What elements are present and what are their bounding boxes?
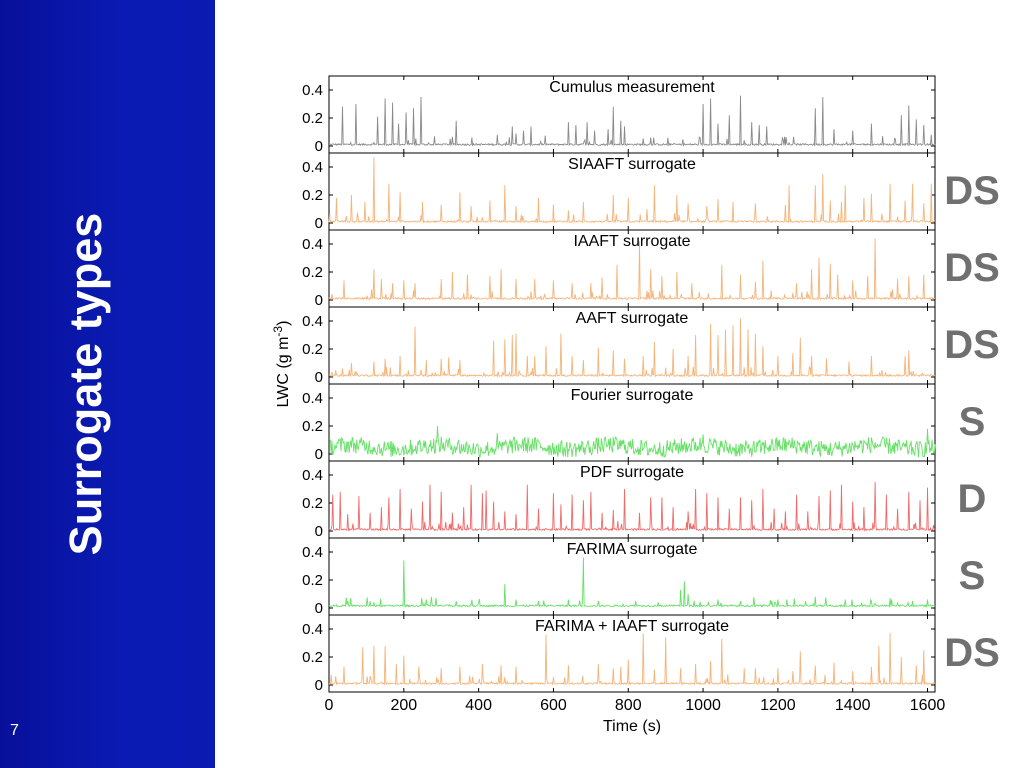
panel-title: IAAFT surrogate: [573, 233, 690, 250]
x-tick-label: 800: [615, 697, 642, 714]
x-tick-label: 0: [325, 697, 334, 714]
class-label: S: [958, 554, 986, 598]
y-tick-label: 0.2: [302, 572, 323, 589]
series-line: [329, 95, 936, 147]
x-tick-label: 400: [465, 697, 492, 714]
y-tick-label: 0.4: [302, 390, 323, 407]
y-tick-label: 0.4: [302, 544, 323, 561]
y-tick-label: 0.2: [302, 110, 323, 127]
series-line: [328, 481, 936, 532]
y-tick-label: 0.2: [302, 649, 323, 666]
y-tick-label: 0.4: [302, 82, 323, 99]
page-number: 7: [10, 722, 19, 739]
x-tick-label: 1400: [835, 697, 871, 714]
x-tick-label: 200: [390, 697, 417, 714]
y-tick-label: 0: [315, 677, 323, 694]
y-tick-label: 0: [315, 600, 323, 617]
class-label: DS: [944, 323, 1000, 367]
series-line: [328, 238, 936, 301]
series-line: [328, 633, 936, 686]
y-tick-label: 0.4: [302, 313, 323, 330]
y-tick-label: 0.2: [302, 187, 323, 204]
panel-title: SIAAFT surrogate: [568, 156, 696, 173]
x-tick-label: 1200: [760, 697, 796, 714]
series-line: [328, 425, 936, 458]
panel-title: AAFT surrogate: [576, 310, 689, 327]
panel-title: PDF surrogate: [580, 464, 684, 481]
series-line: [328, 557, 936, 609]
y-axis-label: LWC (g m-3): [271, 321, 292, 408]
y-tick-label: 0.4: [302, 159, 323, 176]
y-tick-label: 0.2: [302, 341, 323, 358]
panel-frame: [328, 614, 936, 693]
class-label: DS: [944, 246, 1000, 290]
y-tick-label: 0.4: [302, 621, 323, 638]
y-tick-label: 0: [315, 446, 323, 463]
class-label: DS: [944, 631, 1000, 675]
y-tick-label: 0: [315, 138, 323, 155]
series-line: [328, 157, 936, 224]
y-tick-label: 0: [315, 523, 323, 540]
y-tick-label: 0: [315, 215, 323, 232]
series-line: [328, 318, 936, 378]
x-tick-label: 1000: [685, 697, 721, 714]
panel-title: FARIMA + IAAFT surrogate: [535, 618, 729, 635]
x-tick-label: 600: [540, 697, 567, 714]
class-label: D: [957, 477, 987, 521]
y-tick-label: 0: [315, 292, 323, 309]
sidebar: [0, 0, 215, 768]
panel-title: Cumulus measurement: [549, 79, 715, 96]
y-tick-label: 0: [315, 369, 323, 386]
y-tick-label: 0.2: [302, 495, 323, 512]
class-label: S: [958, 400, 986, 444]
panel-title: FARIMA surrogate: [567, 541, 698, 558]
y-tick-label: 0.2: [302, 418, 323, 435]
x-tick-label: 1600: [910, 697, 946, 714]
class-label: DS: [944, 169, 1000, 213]
y-tick-label: 0.2: [302, 264, 323, 281]
y-tick-label: 0.4: [302, 236, 323, 253]
panel-title: Fourier surrogate: [571, 387, 694, 404]
y-tick-label: 0.4: [302, 467, 323, 484]
x-axis-label: Time (s): [603, 718, 661, 735]
